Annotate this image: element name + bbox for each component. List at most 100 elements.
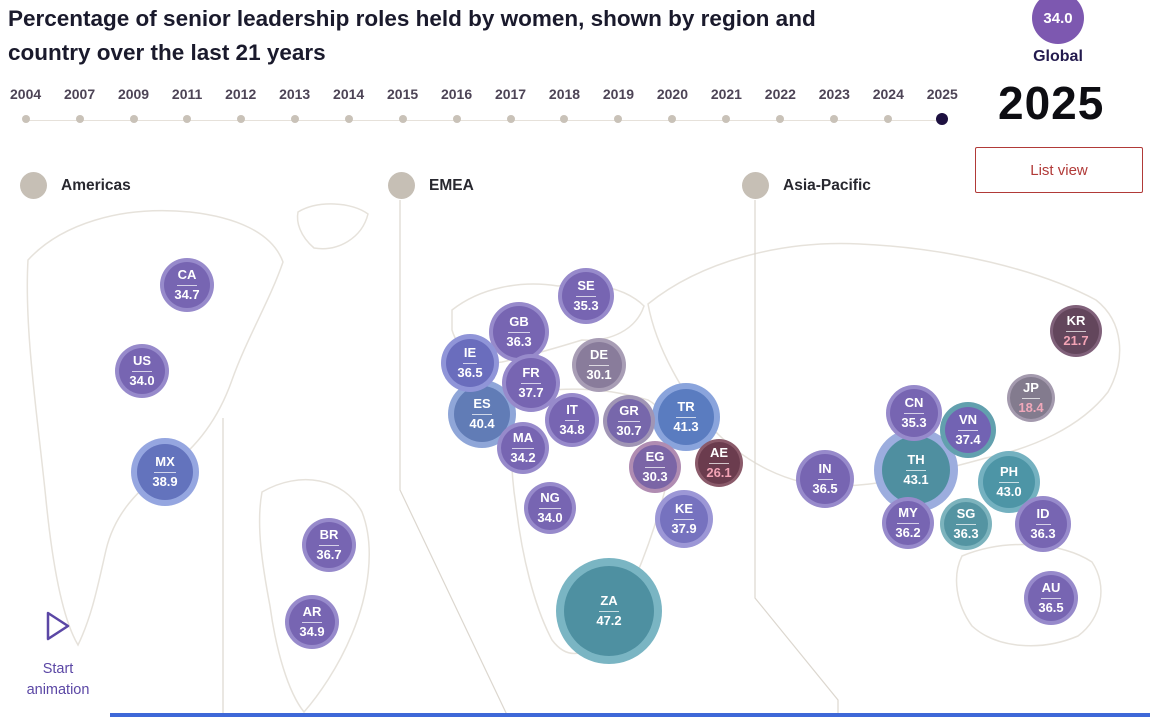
timeline-year-label: 2013 bbox=[279, 86, 311, 102]
timeline-year-2012[interactable]: 2012 bbox=[225, 86, 256, 123]
bubble-EG[interactable]: EG 30.3 bbox=[633, 445, 677, 489]
timeline-dot[interactable] bbox=[129, 115, 138, 123]
bubble-VN[interactable]: VN 37.4 bbox=[945, 407, 991, 453]
timeline-year-2016[interactable]: 2016 bbox=[441, 86, 472, 123]
bubble-ID[interactable]: ID 36.3 bbox=[1019, 500, 1067, 548]
timeline-dot[interactable] bbox=[936, 113, 949, 125]
bubble-value: 37.7 bbox=[518, 384, 544, 400]
bubble-AR[interactable]: AR 34.9 bbox=[289, 599, 335, 645]
timeline-year-label: 2017 bbox=[494, 86, 527, 102]
timeline-dot[interactable] bbox=[75, 115, 84, 123]
bubble-country-code: IT bbox=[565, 402, 579, 421]
timeline-year-2025[interactable]: 2025 bbox=[927, 86, 958, 125]
bubble-value: 36.3 bbox=[506, 333, 532, 349]
bubble-value: 36.3 bbox=[1030, 525, 1056, 541]
bubble-TH[interactable]: TH 43.1 bbox=[882, 436, 950, 504]
timeline-dot[interactable] bbox=[183, 115, 192, 123]
timeline-dot[interactable] bbox=[722, 115, 731, 123]
bubble-country-code: ID bbox=[1035, 506, 1051, 525]
bubble-IE[interactable]: IE 36.5 bbox=[446, 339, 494, 387]
bubble-value: 34.0 bbox=[129, 372, 155, 388]
bubble-country-code: AE bbox=[708, 445, 730, 464]
bubble-MX[interactable]: MX 38.9 bbox=[137, 444, 193, 500]
timeline-year-2013[interactable]: 2013 bbox=[279, 86, 310, 123]
timeline-year-label: 2011 bbox=[171, 86, 203, 102]
bubble-NG[interactable]: NG 34.0 bbox=[528, 486, 572, 530]
bubble-JP[interactable]: JP 18.4 bbox=[1010, 377, 1052, 419]
timeline-year-2018[interactable]: 2018 bbox=[549, 86, 580, 123]
timeline-year-2022[interactable]: 2022 bbox=[765, 86, 796, 123]
timeline-year-2009[interactable]: 2009 bbox=[118, 86, 149, 123]
timeline-year-label: 2022 bbox=[764, 86, 796, 102]
timeline-year-2019[interactable]: 2019 bbox=[603, 86, 634, 123]
bubble-country-code: MX bbox=[154, 454, 176, 473]
list-view-button[interactable]: List view bbox=[975, 147, 1143, 193]
timeline-dot[interactable] bbox=[668, 115, 677, 123]
timeline[interactable]: 2004 2007 2009 2011 2012 2013 2014 2015 2016 2017… bbox=[10, 86, 958, 125]
bubble-country-code: GB bbox=[508, 314, 530, 333]
timeline-year-2023[interactable]: 2023 bbox=[819, 86, 850, 123]
region-label: Asia-Pacific bbox=[783, 176, 871, 194]
bubble-country-code: SE bbox=[576, 278, 596, 297]
bubble-KR[interactable]: KR 21.7 bbox=[1053, 308, 1099, 354]
bubble-AU[interactable]: AU 36.5 bbox=[1028, 575, 1074, 621]
region-label: Americas bbox=[61, 176, 131, 194]
bubble-ES[interactable]: ES 40.4 bbox=[454, 386, 510, 442]
timeline-year-label: 2015 bbox=[387, 86, 419, 102]
timeline-dot[interactable] bbox=[344, 115, 353, 123]
bubble-MA[interactable]: MA 34.2 bbox=[501, 426, 545, 470]
timeline-dot[interactable] bbox=[776, 115, 785, 123]
bubble-KE[interactable]: KE 37.9 bbox=[660, 495, 708, 543]
bubble-MY[interactable]: MY 36.2 bbox=[886, 501, 930, 545]
bubble-country-code: MY bbox=[897, 505, 919, 524]
timeline-dot[interactable] bbox=[452, 115, 461, 123]
bubble-PH[interactable]: PH 43.0 bbox=[983, 456, 1035, 508]
timeline-year-2004[interactable]: 2004 bbox=[10, 86, 41, 123]
bubble-FR[interactable]: FR 37.7 bbox=[506, 358, 556, 408]
global-label: Global bbox=[1033, 48, 1083, 65]
timeline-year-2015[interactable]: 2015 bbox=[387, 86, 418, 123]
bubble-value: 35.3 bbox=[901, 414, 927, 430]
bubble-country-code: DE bbox=[588, 347, 610, 366]
bubble-value: 30.3 bbox=[642, 468, 668, 484]
bubble-TR[interactable]: TR 41.3 bbox=[658, 389, 714, 445]
timeline-dot[interactable] bbox=[398, 115, 407, 123]
bubble-US[interactable]: US 34.0 bbox=[119, 348, 165, 394]
timeline-dot[interactable] bbox=[21, 115, 30, 123]
timeline-year-2007[interactable]: 2007 bbox=[64, 86, 95, 123]
timeline-year-2020[interactable]: 2020 bbox=[657, 86, 688, 123]
global-value: 34.0 bbox=[1043, 9, 1073, 27]
timeline-year-2024[interactable]: 2024 bbox=[873, 86, 904, 123]
bubble-BR[interactable]: BR 36.7 bbox=[306, 522, 352, 568]
timeline-year-2014[interactable]: 2014 bbox=[333, 86, 364, 123]
timeline-year-2011[interactable]: 2011 bbox=[172, 86, 202, 123]
bubble-GR[interactable]: GR 30.7 bbox=[607, 399, 651, 443]
timeline-dot[interactable] bbox=[884, 115, 893, 123]
timeline-year-label: 2018 bbox=[548, 86, 581, 102]
bubble-SE[interactable]: SE 35.3 bbox=[562, 272, 610, 320]
timeline-dot[interactable] bbox=[236, 115, 245, 123]
timeline-dot[interactable] bbox=[614, 115, 623, 123]
bubble-value: 30.1 bbox=[586, 366, 612, 382]
start-animation-button[interactable]: Start animation bbox=[12, 610, 104, 701]
bubble-CN[interactable]: CN 35.3 bbox=[890, 389, 938, 437]
bubble-country-code: US bbox=[131, 353, 153, 372]
bubble-country-code: EG bbox=[644, 449, 666, 468]
bubble-DE[interactable]: DE 30.1 bbox=[576, 342, 622, 388]
bubble-AE[interactable]: AE 26.1 bbox=[698, 442, 740, 484]
region-circle-icon bbox=[742, 172, 769, 199]
bubble-value: 34.8 bbox=[559, 421, 585, 437]
bubble-GB[interactable]: GB 36.3 bbox=[493, 306, 545, 358]
timeline-dot[interactable] bbox=[830, 115, 839, 123]
timeline-dot[interactable] bbox=[290, 115, 299, 123]
bubble-IN[interactable]: IN 36.5 bbox=[800, 454, 850, 504]
timeline-dot[interactable] bbox=[506, 115, 515, 123]
bubble-CA[interactable]: CA 34.7 bbox=[164, 262, 210, 308]
timeline-year-2021[interactable]: 2021 bbox=[711, 86, 742, 123]
bubble-IT[interactable]: IT 34.8 bbox=[549, 397, 595, 443]
timeline-year-2017[interactable]: 2017 bbox=[495, 86, 526, 123]
bubble-value: 36.5 bbox=[1038, 599, 1064, 615]
bubble-ZA[interactable]: ZA 47.2 bbox=[564, 566, 654, 656]
timeline-dot[interactable] bbox=[560, 115, 569, 123]
bubble-SG[interactable]: SG 36.3 bbox=[944, 502, 988, 546]
